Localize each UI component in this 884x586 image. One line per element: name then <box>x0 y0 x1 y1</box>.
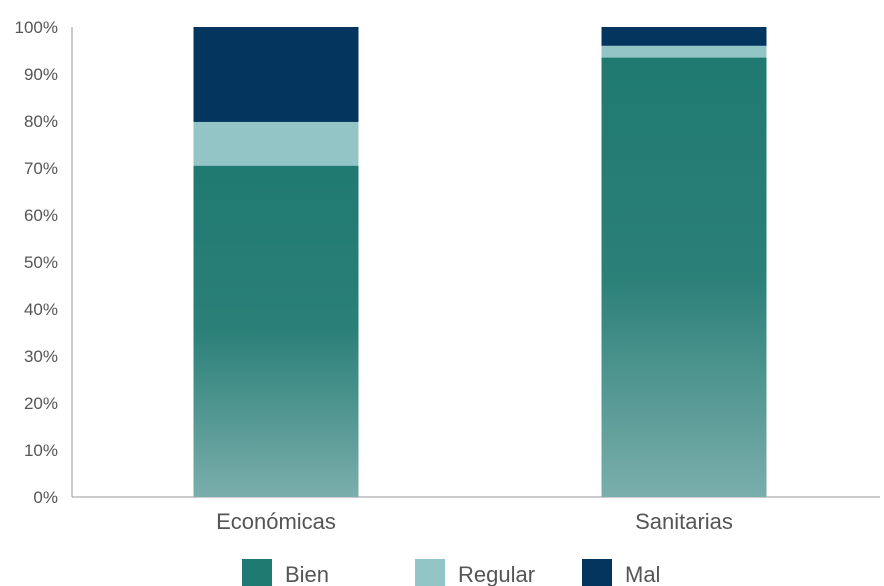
bars <box>193 27 767 498</box>
bar-segment-mal-1 <box>193 27 359 122</box>
y-tick-label: 90% <box>24 65 58 84</box>
y-tick-label: 100% <box>15 18 58 37</box>
bar-segment-regular-2 <box>601 45 767 58</box>
y-tick-label: 50% <box>24 253 58 272</box>
y-tick-label: 70% <box>24 159 58 178</box>
legend-label-mal: Mal <box>625 562 660 586</box>
bar-segment-bien-2 <box>601 57 767 498</box>
x-tick-label: Económicas <box>216 509 336 534</box>
y-tick-label: 0% <box>33 488 58 507</box>
y-tick-label: 30% <box>24 347 58 366</box>
bar-segment-regular-1 <box>193 121 359 166</box>
legend-swatch-mal <box>582 559 612 586</box>
y-axis-ticks: 0% 10% 20% 30% 40% 50% 60% 70% 80% 90% 100% <box>15 18 58 507</box>
legend-label-regular: Regular <box>458 562 535 586</box>
legend: Bien Regular Mal <box>242 559 660 586</box>
y-tick-label: 10% <box>24 441 58 460</box>
y-tick-label: 80% <box>24 112 58 131</box>
x-tick-label: Sanitarias <box>635 509 733 534</box>
y-tick-label: 60% <box>24 206 58 225</box>
bar-segment-bien-1 <box>193 165 359 497</box>
bar-segment-mal-2 <box>601 27 767 46</box>
legend-swatch-bien <box>242 559 272 586</box>
legend-label-bien: Bien <box>285 562 329 586</box>
y-tick-label: 20% <box>24 394 58 413</box>
y-tick-label: 40% <box>24 300 58 319</box>
x-axis-labels: Económicas Sanitarias <box>216 509 733 534</box>
legend-swatch-regular <box>415 559 445 586</box>
